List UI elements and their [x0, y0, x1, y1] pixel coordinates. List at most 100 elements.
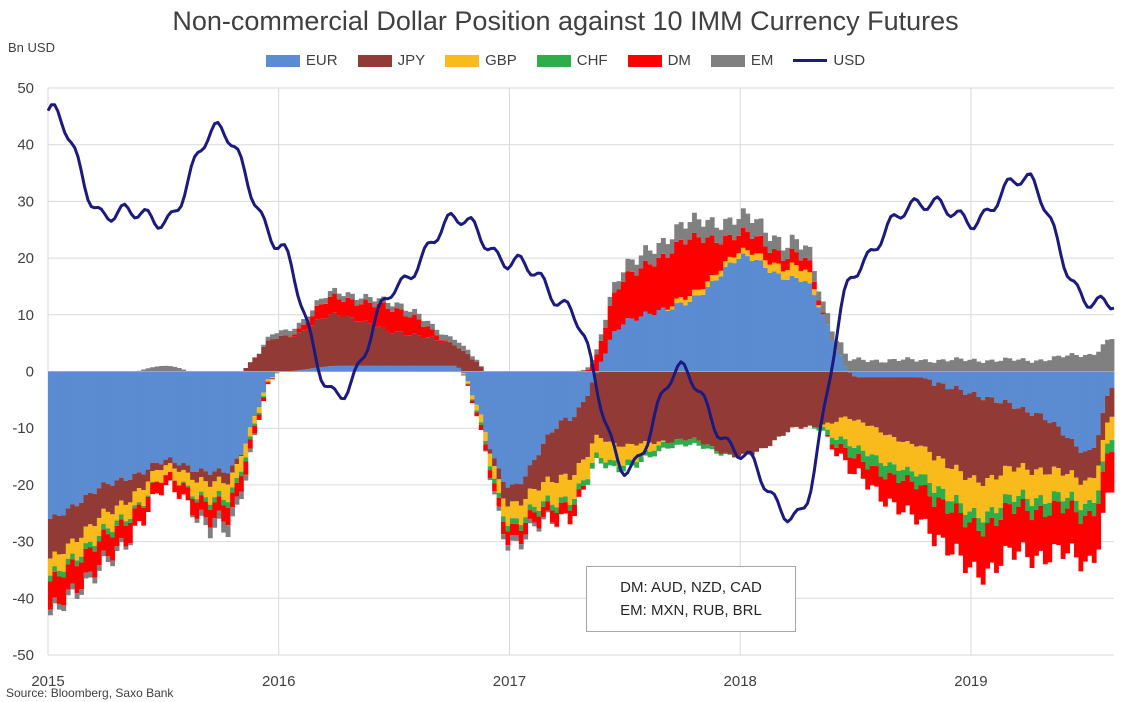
- bar-segment-em: [243, 474, 249, 481]
- bar-segment-jpy: [789, 371, 795, 428]
- bar-segment-em: [816, 291, 822, 301]
- bar-segment-chf: [203, 497, 209, 502]
- bar-segment-eur: [589, 371, 595, 383]
- bar-segment-gbp: [127, 502, 133, 520]
- bar-segment-jpy: [745, 371, 751, 455]
- bar-segment-gbp: [905, 441, 911, 467]
- bar-segment-eur: [1078, 371, 1084, 453]
- bar-segment-chf: [834, 439, 840, 448]
- bar-segment-chf: [1065, 497, 1070, 509]
- bar-segment-jpy: [287, 337, 293, 372]
- bar-segment-dm: [421, 326, 426, 339]
- bar-segment-eur: [336, 365, 342, 372]
- bar-segment-eur: [456, 367, 462, 372]
- bar-segment-eur: [425, 365, 431, 372]
- bar-segment-eur: [829, 340, 835, 372]
- bar-segment-dm: [656, 257, 662, 311]
- bar-segment-chf: [678, 438, 684, 445]
- bar-segment-dm: [660, 253, 666, 308]
- bar-segment-jpy: [851, 376, 857, 421]
- bar-segment-chf: [660, 441, 666, 448]
- y-tick-label: 0: [26, 364, 34, 381]
- bar-segment-chf: [207, 504, 213, 510]
- bar-segment-jpy: [1087, 449, 1093, 478]
- bar-segment-eur: [851, 371, 857, 377]
- bar-segment-dm: [847, 457, 853, 474]
- bar-segment-chf: [1029, 506, 1035, 521]
- bar-segment-em: [394, 302, 400, 309]
- bar-segment-eur: [567, 371, 573, 421]
- bar-segment-em: [763, 232, 768, 247]
- bar-segment-dm: [834, 447, 840, 457]
- bar-segment-gbp: [567, 479, 573, 505]
- bar-segment-jpy: [390, 333, 395, 366]
- bar-segment-chf: [474, 410, 480, 413]
- bar-segment-eur: [385, 365, 391, 372]
- bar-segment-eur: [310, 368, 315, 372]
- y-tick-label: 10: [17, 307, 34, 324]
- bar-segment-em: [1007, 358, 1013, 372]
- bar-segment-eur: [1065, 371, 1070, 438]
- bar-segment-gbp: [696, 289, 702, 296]
- bar-segment-jpy: [878, 377, 884, 433]
- bar-segment-dm: [185, 487, 191, 501]
- bar-segment-chf: [123, 521, 129, 526]
- bar-segment-jpy: [167, 457, 173, 464]
- bar-segment-jpy: [807, 371, 813, 426]
- bar-segment-jpy: [159, 464, 164, 471]
- bar-segment-eur: [718, 276, 724, 372]
- bar-segment-em: [616, 281, 622, 290]
- bar-segment-jpy: [585, 395, 591, 458]
- bar-segment-dm: [874, 466, 879, 487]
- bar-segment-chf: [874, 455, 879, 467]
- bar-segment-em: [900, 359, 906, 372]
- bar-segment-em: [345, 292, 351, 298]
- bar-segment-eur: [971, 371, 977, 392]
- bar-segment-eur: [527, 371, 533, 466]
- bar-segment-eur: [234, 371, 240, 459]
- bar-segment-em: [367, 297, 373, 303]
- bar-segment-dm: [70, 559, 76, 584]
- bar-segment-eur: [452, 365, 458, 372]
- bar-segment-em: [541, 516, 546, 520]
- bar-segment-em: [1038, 359, 1044, 372]
- bar-segment-gbp: [718, 270, 724, 277]
- bar-segment-jpy: [949, 389, 955, 469]
- bar-segment-gbp: [1007, 466, 1013, 495]
- bar-segment-dm: [238, 476, 244, 492]
- bar-segment-jpy: [594, 373, 600, 435]
- bar-segment-em: [843, 353, 848, 367]
- bar-segment-jpy: [620, 371, 626, 447]
- bar-segment-eur: [394, 365, 400, 372]
- bar-segment-jpy: [190, 471, 195, 480]
- bar-segment-gbp: [945, 468, 951, 502]
- bar-segment-gbp: [603, 441, 609, 463]
- bar-segment-dm: [1047, 515, 1053, 563]
- bar-segment-eur: [207, 371, 213, 475]
- bar-segment-dm: [61, 577, 67, 606]
- bar-segment-eur: [629, 318, 635, 372]
- bar-segment-chf: [536, 510, 542, 517]
- bar-segment-chf: [549, 504, 555, 511]
- bar-segment-chf: [190, 496, 195, 499]
- bar-segment-chf: [865, 456, 871, 470]
- bar-segment-dm: [127, 522, 133, 544]
- bar-segment-gbp: [847, 419, 853, 447]
- bar-segment-gbp: [620, 446, 626, 466]
- bar-segment-dm: [190, 498, 195, 516]
- bar-segment-eur: [478, 371, 484, 415]
- bar-segment-em: [985, 360, 991, 372]
- bar-segment-eur: [900, 371, 906, 378]
- legend-label-eur: EUR: [305, 52, 338, 69]
- bar-segment-em: [594, 349, 600, 355]
- bar-segment-chf: [945, 501, 951, 514]
- bar-segment-em: [638, 255, 644, 269]
- bar-segment-chf: [598, 457, 604, 464]
- bar-segment-jpy: [92, 493, 98, 527]
- bar-segment-jpy: [1105, 395, 1110, 423]
- bar-segment-jpy: [549, 432, 555, 483]
- bar-segment-dm: [527, 510, 533, 519]
- bar-segment-dm: [585, 369, 591, 372]
- bar-segment-em: [625, 258, 631, 272]
- bar-segment-jpy: [456, 348, 462, 368]
